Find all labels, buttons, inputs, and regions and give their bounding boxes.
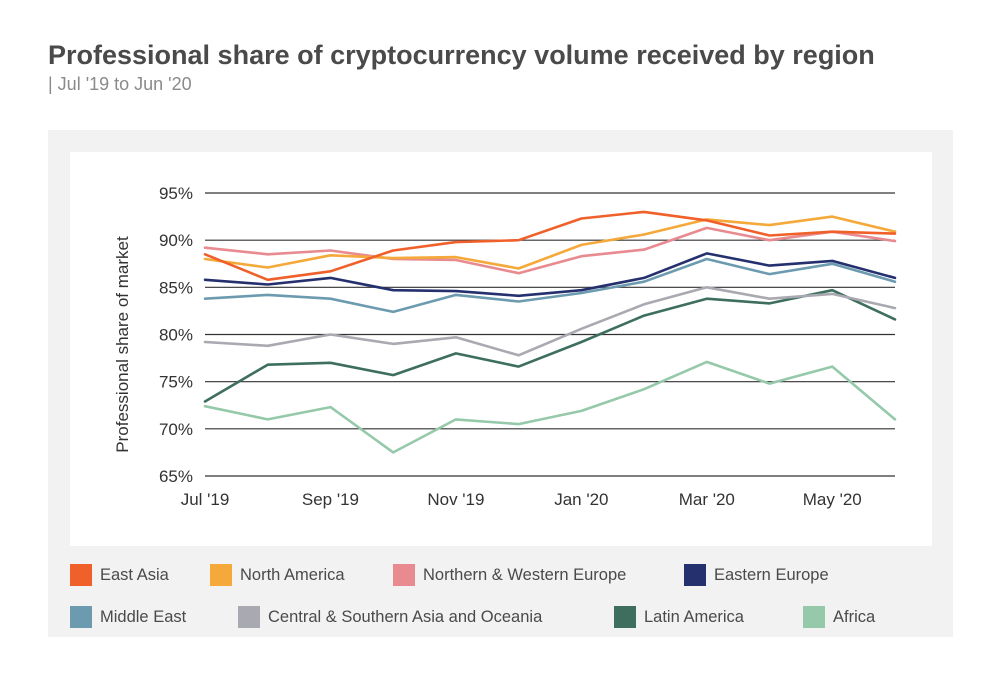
legend-swatch <box>684 564 706 586</box>
series-line-eastern-europe <box>203 252 897 298</box>
series-line-africa <box>203 360 897 454</box>
series-line-northern-western-europe <box>203 226 897 275</box>
legend-item-central-southern-asia-and-oceania: Central & Southern Asia and Oceania <box>238 606 542 628</box>
x-tick-label: Mar '20 <box>679 490 735 509</box>
legend-label: Middle East <box>100 607 187 626</box>
legend-label: East Asia <box>100 565 169 584</box>
series-line-middle-east <box>203 257 897 314</box>
chart-legend: East Asia North America Northern & Western… <box>70 564 950 634</box>
legend-item-east-asia: East Asia <box>70 564 169 586</box>
legend-item-northern-western-europe: Northern & Western Europe <box>393 564 626 586</box>
legend-swatch <box>614 606 636 628</box>
legend-item-north-america: North America <box>210 564 345 586</box>
series-line-central-southern-asia-and-oceania <box>203 285 897 357</box>
x-tick-label: May '20 <box>803 490 862 509</box>
legend-swatch <box>210 564 232 586</box>
legend-swatch <box>238 606 260 628</box>
legend-label: Eastern Europe <box>714 565 829 584</box>
chart-title: Professional share of cryptocurrency vol… <box>48 40 875 70</box>
x-axis-tick-labels: Jul '19 Sep '19 Nov '19 Jan '20 Mar '20 May '… <box>181 490 862 509</box>
chart-subtitle: | Jul '19 to Jun '20 <box>48 74 192 94</box>
series-line-east-asia <box>203 210 897 282</box>
legend-label: Latin America <box>644 607 744 626</box>
y-tick-label: 65% <box>159 467 193 486</box>
legend-item-africa: Africa <box>803 606 875 628</box>
series-line-latin-america <box>203 288 897 403</box>
legend-label: North America <box>240 565 345 584</box>
y-axis-title: Professional share of market <box>113 236 132 453</box>
y-tick-label: 90% <box>159 231 193 250</box>
legend-swatch <box>803 606 825 628</box>
x-tick-label: Jan '20 <box>554 490 608 509</box>
series-lines <box>203 210 897 454</box>
legend-swatch <box>393 564 415 586</box>
legend-item-eastern-europe: Eastern Europe <box>684 564 829 586</box>
x-tick-label: Nov '19 <box>427 490 484 509</box>
legend-swatch <box>70 564 92 586</box>
legend-label: Central & Southern Asia and Oceania <box>268 607 543 626</box>
series-line-north-america <box>203 215 897 270</box>
legend-item-middle-east: Middle East <box>70 606 186 628</box>
legend-swatch <box>70 606 92 628</box>
legend-item-latin-america: Latin America <box>614 606 744 628</box>
y-tick-label: 85% <box>159 278 193 297</box>
legend-label: Northern & Western Europe <box>423 565 627 584</box>
x-tick-label: Jul '19 <box>181 490 230 509</box>
y-tick-label: 70% <box>159 420 193 439</box>
y-tick-label: 75% <box>159 373 193 392</box>
y-tick-label: 80% <box>159 326 193 345</box>
y-tick-label: 95% <box>159 184 193 203</box>
x-tick-label: Sep '19 <box>302 490 359 509</box>
y-axis-tick-labels: 65% 70% 75% 80% 85% 90% 95% <box>159 184 193 486</box>
legend-label: Africa <box>833 607 876 626</box>
